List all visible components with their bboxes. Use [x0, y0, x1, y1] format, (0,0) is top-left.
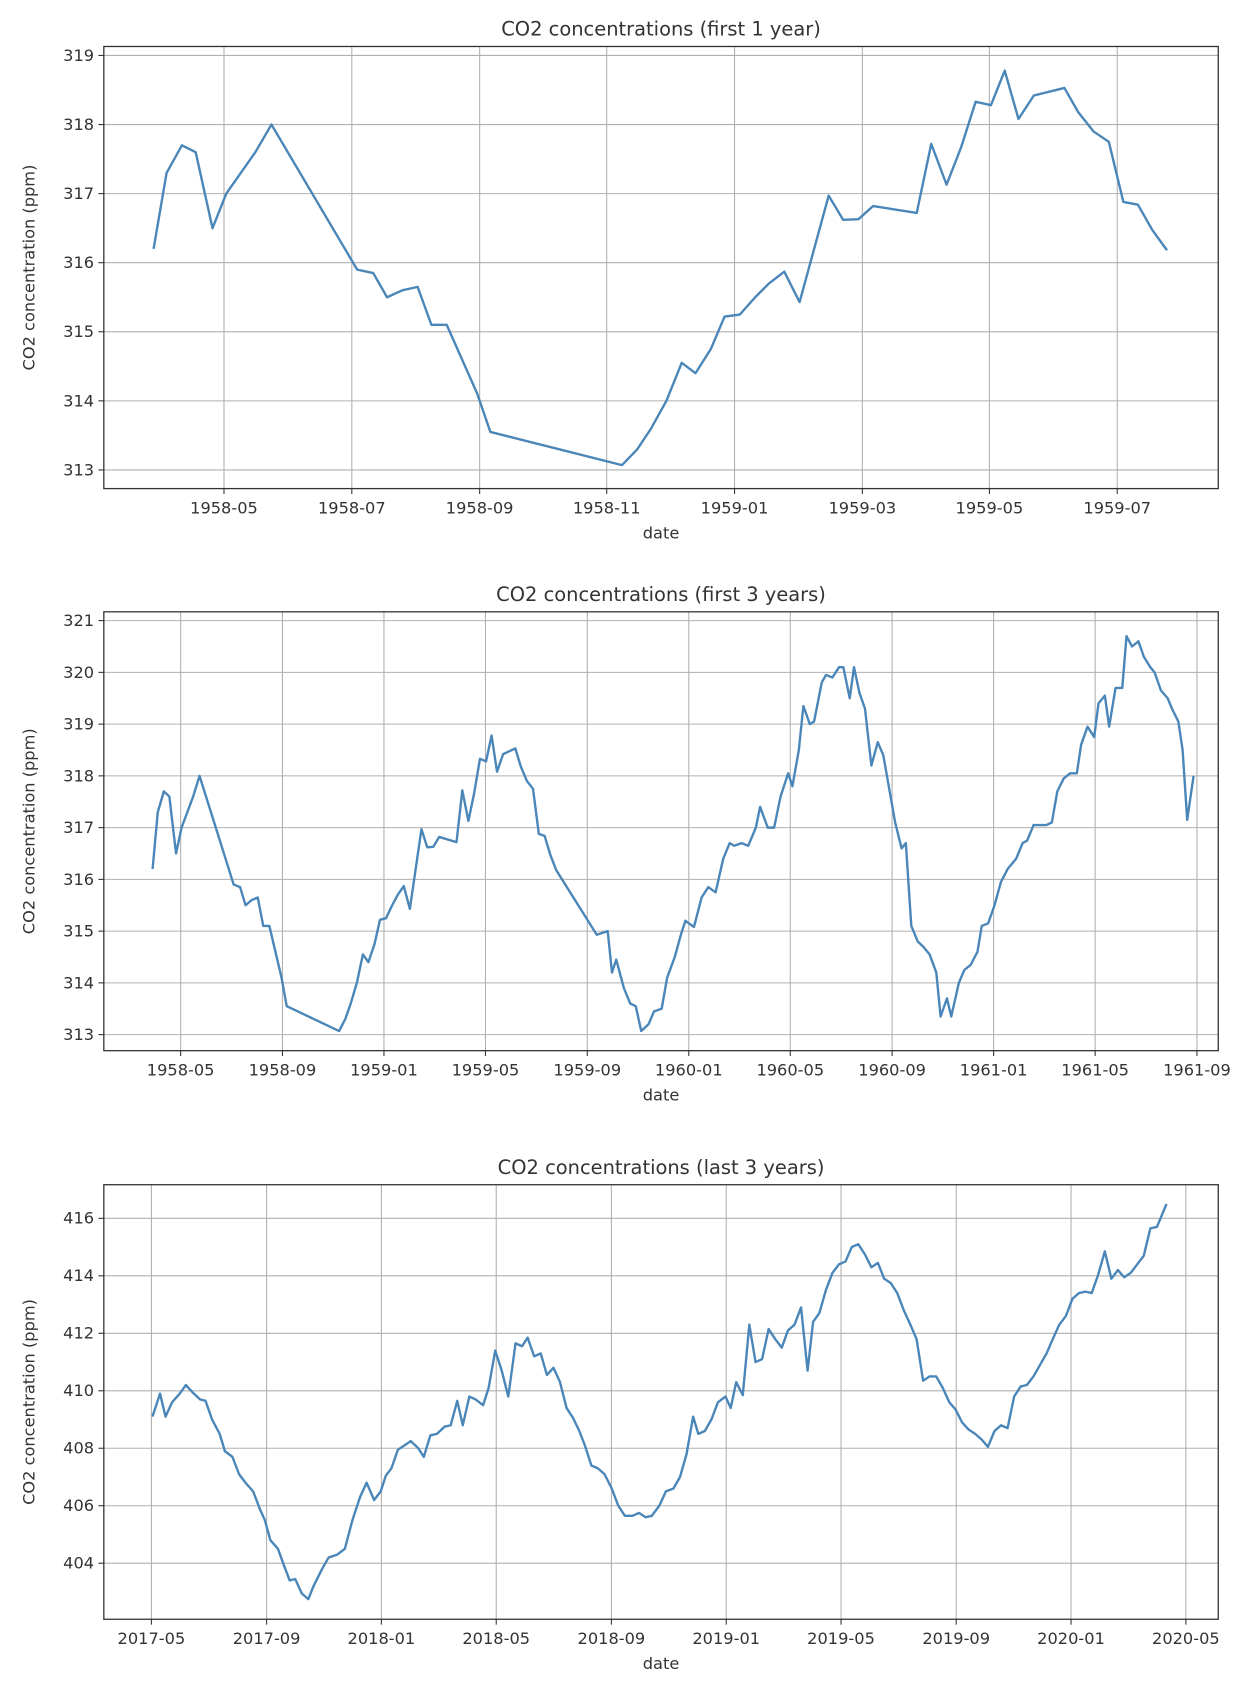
y-tick-label: 316	[63, 870, 94, 889]
x-tick-label: 1958-09	[249, 1061, 317, 1080]
data-line	[152, 69, 1168, 467]
chart-title: CO2 concentrations (first 3 years)	[496, 583, 826, 606]
y-tick-label: 316	[63, 253, 94, 272]
y-tick-label: 416	[63, 1209, 94, 1228]
x-axis-label: date	[643, 523, 680, 542]
y-tick-label: 317	[63, 818, 94, 837]
x-tick-label: 1959-05	[452, 1061, 520, 1080]
x-tick-label: 1960-01	[655, 1061, 723, 1080]
chart-title: CO2 concentrations (last 3 years)	[498, 1156, 825, 1179]
y-tick-label: 404	[63, 1554, 94, 1573]
y-tick-label: 314	[63, 973, 94, 992]
data-line	[151, 634, 1195, 1033]
x-tick-label: 2017-09	[233, 1629, 301, 1648]
data-line	[151, 1203, 1168, 1601]
x-tick-label: 1958-09	[446, 498, 514, 517]
x-tick-label: 2019-01	[692, 1629, 760, 1648]
x-tick-label: 2020-05	[1152, 1629, 1220, 1648]
x-tick-label: 1960-05	[756, 1061, 824, 1080]
y-tick-label: 314	[63, 391, 94, 410]
plot-frame	[103, 1184, 1219, 1620]
chart-title: CO2 concentrations (first 1 year)	[501, 18, 821, 41]
x-tick-label: 1958-07	[318, 498, 386, 517]
y-tick-label: 320	[63, 663, 94, 682]
chart-panel: 404 406 408 410 412 414 416 2017-05 2017-09 2018-…	[20, 1156, 1220, 1673]
y-tick-label: 315	[63, 322, 94, 341]
x-tick-label: 1958-11	[573, 498, 641, 517]
x-tick-label: 2018-09	[578, 1629, 646, 1648]
y-tick-label: 318	[63, 766, 94, 785]
x-tick-label: 1958-05	[147, 1061, 215, 1080]
x-tick-label: 2017-05	[118, 1629, 186, 1648]
chart-panel: 313 314 315 316 317 318 319 320 321 1958-05 1958-0…	[20, 583, 1231, 1104]
y-tick-label: 319	[63, 715, 94, 734]
y-tick-label: 317	[63, 184, 94, 203]
x-tick-label: 1961-05	[1061, 1061, 1129, 1080]
x-tick-label: 2019-05	[807, 1629, 875, 1648]
y-tick-label: 321	[63, 611, 94, 630]
x-tick-label: 1961-01	[960, 1061, 1028, 1080]
x-tick-label: 1959-07	[1083, 498, 1151, 517]
y-tick-label: 408	[63, 1439, 94, 1458]
x-tick-label: 2019-09	[922, 1629, 990, 1648]
x-tick-label: 1959-05	[956, 498, 1024, 517]
y-tick-label: 412	[63, 1324, 94, 1343]
y-axis-label: CO2 concentration (ppm)	[20, 165, 39, 371]
y-tick-label: 315	[63, 922, 94, 941]
x-tick-label: 1958-05	[190, 498, 258, 517]
x-tick-label: 1961-09	[1163, 1061, 1231, 1080]
x-tick-label: 2018-05	[462, 1629, 530, 1648]
x-tick-label: 1959-01	[701, 498, 769, 517]
y-tick-label: 319	[63, 46, 94, 65]
plot-frame	[103, 45, 1219, 490]
x-axis-label: date	[643, 1654, 680, 1673]
x-tick-label: 1960-09	[858, 1061, 926, 1080]
chart-panel: 313 314 315 316 317 318 319 1958-05 1958-07 1958-…	[20, 18, 1219, 542]
x-tick-label: 1959-09	[553, 1061, 621, 1080]
y-tick-label: 414	[63, 1266, 94, 1285]
x-axis-label: date	[643, 1085, 680, 1104]
x-tick-label: 1959-01	[350, 1061, 418, 1080]
y-tick-label: 313	[63, 1025, 94, 1044]
plot-frame	[103, 611, 1219, 1052]
y-tick-label: 313	[63, 460, 94, 479]
y-axis-label: CO2 concentration (ppm)	[20, 728, 39, 934]
x-tick-label: 1959-03	[829, 498, 897, 517]
x-tick-label: 2020-01	[1037, 1629, 1105, 1648]
y-tick-label: 406	[63, 1496, 94, 1515]
y-axis-label: CO2 concentration (ppm)	[20, 1299, 39, 1505]
y-tick-label: 410	[63, 1381, 94, 1400]
y-tick-label: 318	[63, 115, 94, 134]
x-tick-label: 2018-01	[348, 1629, 416, 1648]
